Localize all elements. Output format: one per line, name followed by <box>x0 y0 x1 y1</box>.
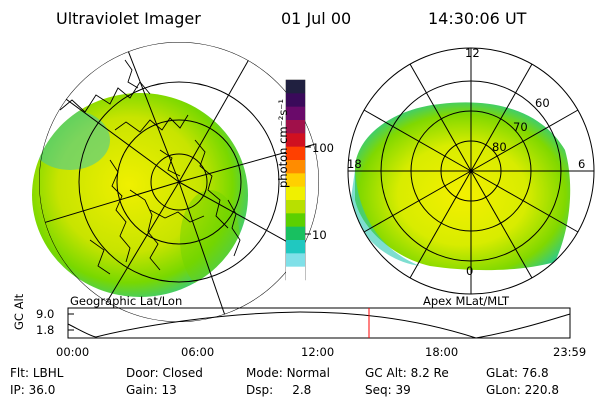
colorbar-segment <box>286 93 305 108</box>
altitude-ylabel: GC Alt <box>12 293 26 330</box>
info-gain: Gain: 13 <box>126 383 177 397</box>
colorbar-segment <box>286 133 305 148</box>
mlt-label-0: 0 <box>466 264 474 278</box>
colorbar-segment <box>286 266 305 281</box>
colorbar-segment <box>286 146 305 161</box>
altitude-xtick-2359: 23:59 <box>553 345 587 359</box>
colorbar-segment <box>286 226 305 241</box>
colorbar <box>285 79 311 281</box>
colorbar-segment <box>286 80 305 94</box>
mlt-label-12: 12 <box>465 46 480 60</box>
info-door: Door: Closed <box>126 366 203 380</box>
colorbar-tick-100: 100 <box>312 141 334 155</box>
colorbar-segment <box>286 200 305 214</box>
altitude-curve <box>67 311 571 339</box>
colorbar-segment <box>286 106 305 121</box>
coastlines <box>59 59 241 275</box>
altitude-xtick-0000: 00:00 <box>56 345 90 359</box>
mlt-label-18: 18 <box>347 157 362 171</box>
info-glat: GLat: 76.8 <box>486 366 549 380</box>
mlat-label-80: 80 <box>492 140 507 154</box>
date-label: 01 Jul 00 <box>281 9 352 28</box>
colorbar-segment <box>286 160 305 174</box>
colorbar-tick-10: 10 <box>312 228 327 242</box>
info-seq: Seq: 39 <box>365 383 411 397</box>
geographic-label: Geographic Lat/Lon <box>70 294 183 308</box>
mlt-label-6: 6 <box>578 157 586 171</box>
colorbar-unit-label: photon cm⁻²s⁻¹ <box>276 99 290 188</box>
apex-label: Apex MLat/MLT <box>423 294 510 308</box>
colorbar-segment <box>286 120 305 134</box>
altitude-xtick-1800: 18:00 <box>425 345 459 359</box>
altitude-xtick-0600: 06:00 <box>181 345 215 359</box>
colorbar-segment <box>286 253 305 268</box>
altitude-xtick-1200: 12:00 <box>301 345 335 359</box>
colorbar-segment <box>286 173 305 188</box>
info-gc-alt: GC Alt: 8.2 Re <box>365 366 449 380</box>
altitude-ytick-high: 9.0 <box>36 307 55 321</box>
magnetic-image <box>347 47 595 295</box>
mlat-label-60: 60 <box>535 96 550 110</box>
altitude-plot <box>67 307 571 339</box>
colorbar-segment <box>286 240 305 254</box>
info-mode: Mode: Normal <box>246 366 330 380</box>
altitude-ytick-low: 1.8 <box>36 323 55 337</box>
info-glon: GLon: 220.8 <box>486 383 559 397</box>
magnetic-grid <box>347 47 595 295</box>
colorbar-segment <box>286 213 305 228</box>
info-ip: IP: 36.0 <box>10 383 56 397</box>
time-label: 14:30:06 UT <box>428 9 527 28</box>
info-filter: Flt: LBHL <box>10 366 64 380</box>
instrument-title: Ultraviolet Imager <box>56 9 201 28</box>
mlat-label-70: 70 <box>513 120 528 134</box>
colorbar-segment <box>286 186 305 201</box>
info-dsp: Dsp: 2.8 <box>246 383 312 397</box>
